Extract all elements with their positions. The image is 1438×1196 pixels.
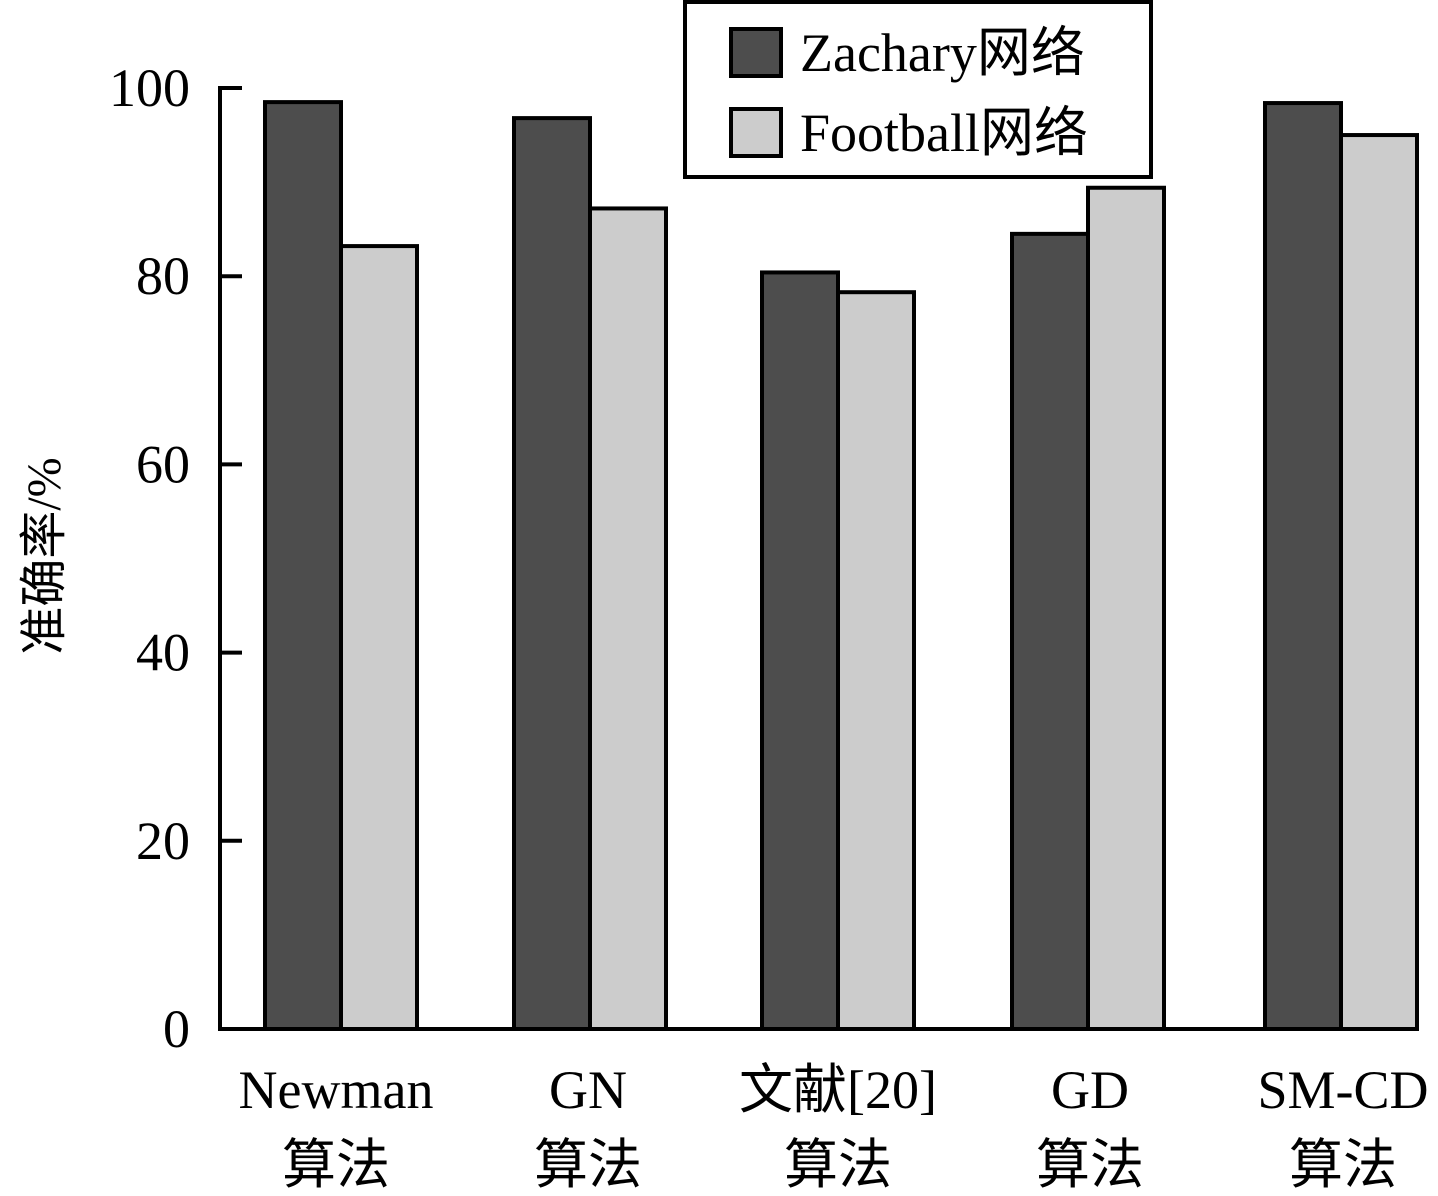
- legend-swatch-1: [729, 107, 783, 158]
- x-category-label-2-line-0: 文献[20]: [739, 1060, 937, 1120]
- y-tick-label-80: 80: [136, 246, 190, 306]
- legend: Zachary网络 Football网络: [683, 0, 1153, 179]
- x-category-label-2-line-1: 算法: [784, 1135, 892, 1195]
- x-category-label-3-line-1: 算法: [1036, 1135, 1144, 1195]
- x-category-label-3-line-0: GD: [1051, 1060, 1129, 1120]
- bar-zachary-2: [760, 270, 840, 1032]
- y-tick-label-20: 20: [136, 811, 190, 871]
- bar-zachary-4: [1263, 101, 1343, 1031]
- x-category-labels: Newman 算法 GN 算法 文献[20] 算法 GD 算法 SM-CD 算法: [239, 1060, 1429, 1195]
- x-category-label-4-line-0: SM-CD: [1257, 1060, 1428, 1120]
- bar-football-0: [339, 244, 419, 1031]
- bar-football-1: [588, 206, 668, 1031]
- bar-zachary-1: [512, 116, 592, 1031]
- x-category-label-1-line-0: GN: [549, 1060, 627, 1120]
- legend-label-1: Football网络: [800, 103, 1088, 163]
- x-category-label-0-line-0: Newman: [239, 1060, 434, 1120]
- y-tick-label-0: 0: [163, 999, 190, 1059]
- y-axis-title: 准确率/%: [18, 457, 71, 654]
- x-category-label-1-line-1: 算法: [534, 1135, 642, 1195]
- y-tick-label-60: 60: [136, 434, 190, 494]
- bar-zachary-3: [1010, 231, 1090, 1032]
- axes-layer: [218, 86, 1418, 1031]
- bar-football-2: [836, 290, 916, 1031]
- legend-label-0: Zachary网络: [800, 23, 1085, 83]
- y-tick-label-100: 100: [109, 58, 190, 118]
- bars-layer: [263, 100, 1419, 1032]
- x-category-label-0-line-1: 算法: [282, 1135, 390, 1195]
- x-category-label-4-line-1: 算法: [1289, 1135, 1397, 1195]
- y-ticks: 0 20 40 60 80 100: [109, 58, 242, 1059]
- bar-football-4: [1339, 133, 1419, 1032]
- bar-football-3: [1086, 185, 1166, 1032]
- bar-zachary-0: [263, 100, 343, 1032]
- y-tick-label-40: 40: [136, 623, 190, 683]
- legend-swatch-0: [729, 27, 783, 78]
